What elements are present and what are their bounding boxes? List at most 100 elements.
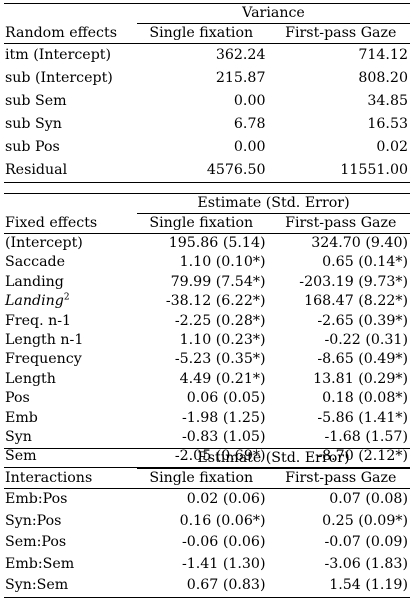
fixed-first-pass-gaze-value: 324.70 (9.40)	[311, 235, 408, 251]
random-span-header-row: Variance	[4, 3, 410, 24]
interactions-row-label: Syn:Pos	[4, 511, 137, 533]
interactions-table-row: Emb:Sem -1.41 (1.30) -3.06 (1.83)	[4, 554, 410, 576]
interactions-table-row: Syn:Sem 0.67 (0.83) 1.54 (1.19)	[4, 575, 410, 598]
random-row-label: sub Sem	[4, 90, 137, 113]
fixed-column-header-row: Fixed effects Single fixation First-pass…	[4, 213, 410, 234]
random-first-pass-gaze-value: 34.85	[367, 93, 408, 109]
fixed-first-pass-gaze-value: -8.65 (0.49*)	[317, 351, 408, 368]
interactions-row-label-text: Syn:Pos	[5, 512, 62, 529]
fixed-row-label: Landing	[4, 273, 137, 292]
fixed-table-row: Emb -1.98 (1.25) -5.86 (1.41*)	[4, 409, 410, 428]
fixed-single-fixation-value: -1.98 (1.25)	[181, 409, 266, 426]
fixed-first-pass-gaze-value: 0.18 (0.08*)	[322, 390, 408, 407]
fixed-row-label: Frequency	[4, 350, 137, 369]
fixed-table-row: Freq. n-1 -2.25 (0.28*) -2.65 (0.39*)	[4, 312, 410, 331]
random-single-fixation-value: 362.24	[215, 47, 266, 63]
random-single-fixation-value: 215.87	[215, 70, 266, 86]
fixed-row-label-text: Landing	[5, 273, 64, 290]
random-table-row: sub Pos 0.00 0.02	[4, 136, 410, 159]
fixed-row-label-superscript: 2	[63, 292, 70, 303]
interactions-table-row: Emb:Pos 0.02 (0.06) 0.07 (0.08)	[4, 489, 410, 511]
random-first-pass-gaze-value: 0.02	[376, 139, 408, 155]
fixed-single-fixation-value: -38.12 (6.22*)	[165, 293, 266, 310]
interactions-first-pass-gaze-value: 1.54 (1.19)	[273, 575, 410, 598]
random-span-empty	[4, 3, 137, 24]
fixed-table-row: Landing 79.99 (7.54*) -203.19 (9.73*)	[4, 273, 410, 292]
fixed-first-pass-gaze-value: 168.47 (8.22*)	[304, 293, 408, 310]
fixed-row-label-text: Length n-1	[5, 332, 84, 349]
interactions-table-row: Sem:Pos -0.06 (0.06) -0.07 (0.09)	[4, 532, 410, 554]
interactions-row-label-text: Emb:Pos	[5, 491, 68, 507]
random-row-label-text: sub (Intercept)	[5, 70, 113, 86]
fixed-span-header-row: Estimate (Std. Error)	[4, 193, 410, 214]
random-row-label-text: itm (Intercept)	[5, 47, 112, 63]
fixed-col2-header: First-pass Gaze	[273, 213, 410, 234]
fixed-row-label: Emb	[4, 409, 137, 428]
interactions-single-fixation-value: 0.02 (0.06)	[186, 491, 266, 507]
interactions-single-fixation-value: 0.16 (0.06*)	[179, 512, 266, 529]
fixed-row-label-text: Landing	[5, 293, 64, 310]
interactions-row-label-text: Emb:Sem	[5, 555, 75, 572]
interactions-col2-header: First-pass Gaze	[273, 468, 410, 489]
random-row-label-text: sub Syn	[5, 116, 62, 132]
fixed-row-label-text: Pos	[5, 390, 30, 407]
random-span-header: Variance	[137, 3, 410, 24]
interactions-single-fixation-value: 0.67 (0.83)	[137, 575, 274, 598]
random-first-pass-gaze-value: 808.20	[358, 70, 408, 86]
fixed-span-header: Estimate (Std. Error)	[137, 193, 410, 214]
random-row-label: itm (Intercept)	[4, 44, 137, 68]
random-row-label: sub Pos	[4, 136, 137, 159]
fixed-single-fixation-value: 4.49 (0.21*)	[179, 370, 266, 387]
random-table-row: sub Sem 0.00 34.85	[4, 90, 410, 113]
interactions-span-header-row: Estimate (Std. Error)	[4, 448, 410, 469]
fixed-row-label: Length	[4, 370, 137, 389]
fixed-single-fixation-value: 1.10 (0.10*)	[179, 254, 266, 271]
fixed-col0-header: Fixed effects	[4, 213, 137, 234]
interactions-col1-header: Single fixation	[137, 468, 274, 489]
interactions-first-pass-gaze-value: 0.07 (0.08)	[329, 491, 408, 507]
interactions-row-label: Emb:Pos	[4, 489, 137, 511]
interactions-span-header: Estimate (Std. Error)	[137, 448, 410, 469]
interactions-row-label: Syn:Sem	[4, 575, 137, 598]
random-row-label: sub Syn	[4, 113, 137, 136]
fixed-row-label-text: Length	[5, 370, 56, 387]
random-table-row: sub (Intercept) 215.87 808.20	[4, 67, 410, 90]
fixed-table-row: Landing2 -38.12 (6.22*) 168.47 (8.22*)	[4, 292, 410, 311]
interactions-row-label: Emb:Sem	[4, 554, 137, 576]
random-single-fixation-value: 0.00	[233, 93, 266, 109]
random-col2-header: First-pass Gaze	[273, 23, 410, 44]
fixed-table-row: Saccade 1.10 (0.10*) 0.65 (0.14*)	[4, 253, 410, 272]
fixed-single-fixation-value: 1.10 (0.23*)	[179, 332, 266, 349]
random-row-label-text: sub Sem	[5, 93, 67, 109]
fixed-first-pass-gaze-value: -1.68 (1.57)	[324, 429, 408, 446]
fixed-row-label-text: Frequency	[5, 351, 82, 368]
random-effects-table: Variance Random effects Single fixation …	[4, 3, 410, 183]
fixed-first-pass-gaze-value: -2.65 (0.39*)	[317, 312, 408, 329]
random-row-label-text: sub Pos	[5, 139, 60, 155]
interactions-col0-header: Interactions	[4, 468, 137, 489]
fixed-row-label: Length n-1	[4, 331, 137, 350]
random-first-pass-gaze-value: 714.12	[358, 47, 408, 63]
fixed-table-row: Pos 0.06 (0.05) 0.18 (0.08*)	[4, 389, 410, 408]
fixed-first-pass-gaze-value: -5.86 (1.41*)	[317, 409, 408, 426]
fixed-row-label-text: Freq. n-1	[5, 312, 72, 329]
fixed-row-label: Freq. n-1	[4, 312, 137, 331]
fixed-row-label-text: Emb	[5, 409, 38, 426]
random-table-row: itm (Intercept) 362.24 714.12	[4, 44, 410, 68]
fixed-row-label-text: (Intercept)	[5, 235, 83, 251]
fixed-table-row: Length n-1 1.10 (0.23*) -0.22 (0.31)	[4, 331, 410, 350]
fixed-table-row: Syn -0.83 (1.05) -1.68 (1.57)	[4, 428, 410, 447]
fixed-row-label: Landing2	[4, 292, 137, 311]
fixed-row-label: Pos	[4, 389, 137, 408]
interactions-row-label: Sem:Pos	[4, 532, 137, 554]
fixed-single-fixation-value: -0.83 (1.05)	[181, 429, 266, 446]
random-single-fixation-value: 0.00	[233, 139, 266, 155]
random-row-label: Residual	[4, 159, 137, 183]
fixed-row-label: Saccade	[4, 253, 137, 272]
random-first-pass-gaze-value: 11551.00	[273, 159, 410, 183]
random-table-row: Residual 4576.50 11551.00	[4, 159, 410, 183]
interactions-single-fixation-value: -1.41 (1.30)	[181, 555, 266, 572]
interactions-first-pass-gaze-value: 0.25 (0.09*)	[322, 512, 408, 529]
fixed-single-fixation-value: 0.06 (0.05)	[186, 390, 266, 407]
fixed-first-pass-gaze-value: 0.65 (0.14*)	[322, 254, 408, 271]
